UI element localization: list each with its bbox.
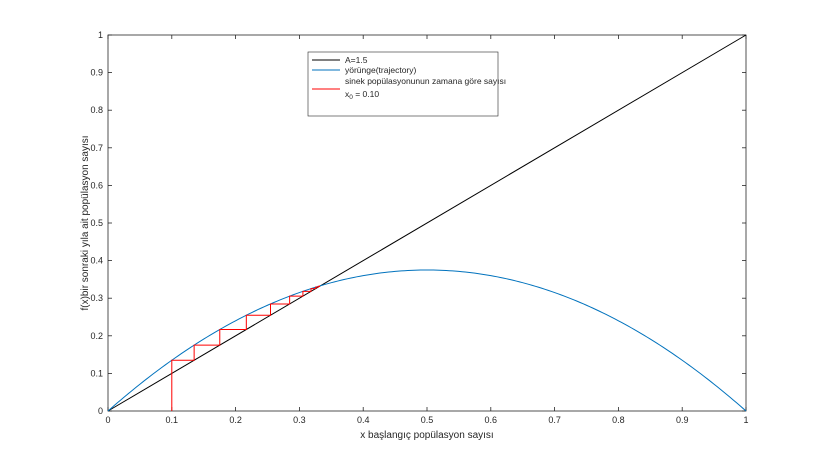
- x-tick-label: 0.8: [612, 415, 625, 425]
- series-line-identity: [107, 34, 747, 412]
- y-tick-label: 0.9: [90, 68, 103, 78]
- y-axis-ticks: 0 0.1 0.2 0.3 0.4 0.5 0.6 0.7 0.8 0.9 1: [90, 30, 746, 416]
- legend-x0-symbol: x: [345, 89, 350, 99]
- y-tick-label: 0.6: [90, 180, 103, 190]
- x-axis-label: x başlangıç popülasyon sayısı: [360, 430, 493, 441]
- y-tick-label: 0.7: [90, 143, 103, 153]
- x-tick-label: 0: [105, 415, 110, 425]
- x-tick-label: 1: [743, 415, 748, 425]
- series-line-logistic: [107, 269, 747, 412]
- y-tick-label: 0.3: [90, 293, 103, 303]
- legend-x0-value: = 0.10: [353, 89, 380, 99]
- y-axis-label: f(x)bir sonraki yıla ait popülasyon sayı…: [80, 135, 91, 310]
- legend-label-cobweb: sinek popülasyonunun zamana göre sayısı: [345, 76, 506, 86]
- x-tick-label: 0.6: [485, 415, 498, 425]
- legend-label-identity: A=1.5: [345, 55, 368, 65]
- x-tick-label: 0.7: [548, 415, 561, 425]
- legend-label-x0: x0 = 0.10: [345, 89, 379, 101]
- legend-label-logistic: yörünge(trajectory): [345, 65, 417, 75]
- legend-box: [307, 51, 499, 117]
- x-tick-label: 0.2: [229, 415, 242, 425]
- x-tick-label: 0.9: [676, 415, 689, 425]
- y-tick-label: 0.4: [90, 256, 103, 266]
- series-line-cobweb: [171, 285, 321, 411]
- y-tick-label: 0.1: [90, 368, 103, 378]
- legend-x0-subscript: 0: [349, 94, 353, 101]
- y-tick-label: 0.2: [90, 331, 103, 341]
- legend: A=1.5 yörünge(trajectory) sinek popülasy…: [307, 51, 506, 117]
- x-tick-label: 0.5: [421, 415, 434, 425]
- x-axis-ticks: 0 0.1 0.2 0.3 0.4 0.5 0.6 0.7 0.8 0.9 1: [105, 35, 749, 425]
- y-tick-label: 0: [98, 406, 103, 416]
- x-tick-label: 0.4: [357, 415, 370, 425]
- y-tick-label: 1: [98, 30, 103, 40]
- y-tick-label: 0.8: [90, 105, 103, 115]
- series-layer: [107, 34, 747, 412]
- x-tick-label: 0.1: [166, 415, 179, 425]
- y-tick-label: 0.5: [90, 218, 103, 228]
- x-tick-label: 0.3: [293, 415, 306, 425]
